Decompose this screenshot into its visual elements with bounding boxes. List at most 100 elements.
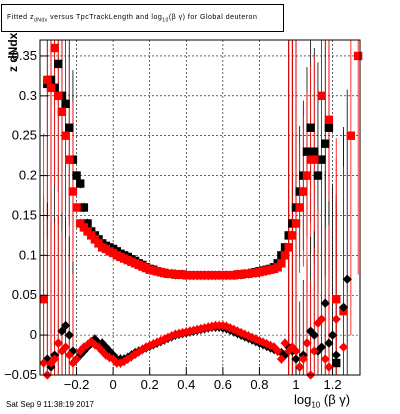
black-diamond-marker	[338, 302, 349, 312]
red-square-marker	[332, 295, 341, 304]
red-diamond-marker	[269, 342, 279, 352]
red-diamond-marker	[254, 336, 265, 346]
data-marks	[39, 43, 363, 380]
black-square-marker	[332, 358, 341, 368]
red-diamond-marker	[148, 339, 158, 349]
red-diamond-marker	[258, 337, 268, 347]
red-diamond-marker	[53, 338, 63, 348]
red-diamond-marker	[324, 362, 334, 372]
red-diamond-marker	[317, 314, 327, 324]
red-square-marker	[346, 131, 356, 140]
black-square-marker	[76, 179, 85, 188]
red-square-marker	[68, 187, 78, 196]
y-tick-label: 0.2	[19, 168, 37, 183]
x-tick-label: −0.2	[64, 377, 90, 392]
red-square-marker	[46, 83, 56, 93]
y-tick-label: 0.15	[12, 207, 37, 222]
red-square-marker	[72, 203, 81, 212]
y-tick-label: 0.25	[12, 128, 37, 143]
red-square-marker	[65, 155, 74, 164]
y-axis-label: z dNdx	[6, 32, 20, 72]
red-diamond-marker	[159, 334, 169, 344]
red-square-marker	[295, 203, 304, 212]
x-tick-label: 1	[292, 377, 299, 392]
red-diamond-marker	[309, 346, 319, 356]
red-diamond-marker	[295, 362, 305, 372]
black-diamond-marker	[90, 334, 100, 344]
x-tick-label: 0.4	[177, 377, 195, 392]
red-diamond-marker	[101, 350, 111, 360]
black-square-marker	[54, 59, 63, 69]
red-square-marker	[310, 155, 319, 164]
red-diamond-marker	[243, 331, 254, 341]
black-diamond-marker	[97, 338, 107, 348]
red-square-marker	[284, 243, 293, 252]
black-diamond-marker	[291, 354, 301, 364]
black-square-marker	[306, 123, 315, 132]
black-diamond-marker	[331, 350, 341, 360]
y-tick-label: 0.1	[19, 247, 37, 262]
red-diamond-marker	[302, 338, 312, 348]
y-tick-label: 0.35	[12, 48, 37, 63]
red-diamond-marker	[338, 342, 349, 352]
red-square-marker	[43, 75, 52, 85]
black-diamond-marker	[306, 326, 316, 336]
red-diamond-marker	[75, 346, 85, 356]
black-diamond-marker	[64, 330, 74, 340]
red-square-marker	[61, 131, 70, 140]
red-diamond-marker	[221, 321, 232, 331]
black-diamond-marker	[317, 342, 327, 352]
red-diamond-marker	[57, 346, 67, 356]
red-diamond-marker	[320, 354, 330, 364]
red-diamond-marker	[108, 354, 118, 364]
red-diamond-marker	[232, 326, 243, 336]
red-square-marker	[277, 259, 286, 268]
red-diamond-marker	[126, 352, 137, 362]
red-diamond-marker	[134, 347, 144, 357]
black-square-marker	[61, 99, 70, 109]
title-box: Fitted zdNdx versus TpcTrackLength and l…	[1, 4, 284, 32]
red-diamond-marker	[50, 354, 60, 364]
red-diamond-marker	[79, 342, 89, 352]
black-square-marker	[302, 147, 312, 156]
black-square-marker	[324, 123, 334, 132]
chart-title: Fitted zdNdx versus TpcTrackLength and l…	[7, 14, 258, 24]
red-square-marker	[302, 171, 312, 180]
red-square-marker	[324, 115, 334, 124]
red-square-marker	[280, 251, 290, 260]
black-square-marker	[65, 123, 74, 132]
x-tick-label: 0.6	[214, 377, 232, 392]
black-diamond-marker	[327, 330, 338, 340]
black-diamond-marker	[309, 330, 319, 340]
red-diamond-marker	[287, 342, 297, 352]
black-square-marker	[313, 171, 323, 180]
black-square-marker	[72, 171, 81, 180]
red-diamond-marker	[276, 354, 286, 364]
red-square-marker	[288, 231, 297, 240]
red-diamond-marker	[284, 346, 294, 356]
timestamp: Sat Sep 9 11:38:19 2017	[6, 400, 94, 409]
red-diamond-marker	[298, 354, 308, 364]
red-square-marker	[353, 51, 363, 61]
y-tick-label: 0.05	[12, 287, 37, 302]
axes: −0.2 0 0.2 0.4 0.6 0.8 1 1.2 −0.05 0 0.05 0.1 0.15 0.…	[4, 48, 342, 392]
plot-frame	[39, 39, 361, 376]
red-square-marker	[39, 295, 48, 304]
black-square-marker	[79, 203, 89, 212]
red-diamond-marker	[291, 346, 301, 356]
black-diamond-marker	[57, 326, 67, 336]
grid-lines	[40, 40, 360, 376]
x-axis-label: log10 (β γ)	[294, 392, 351, 410]
red-diamond-marker	[61, 342, 71, 352]
red-square-marker	[50, 43, 59, 53]
black-square-marker	[321, 139, 330, 148]
black-diamond-marker	[324, 338, 334, 348]
red-square-marker	[299, 187, 308, 196]
y-tick-label: 0	[30, 327, 37, 342]
black-square-marker	[310, 147, 319, 156]
red-diamond-marker	[280, 338, 290, 348]
red-diamond-marker	[331, 314, 341, 324]
y-tick-label: −0.05	[4, 367, 37, 382]
x-tick-label: 0.8	[250, 377, 268, 392]
